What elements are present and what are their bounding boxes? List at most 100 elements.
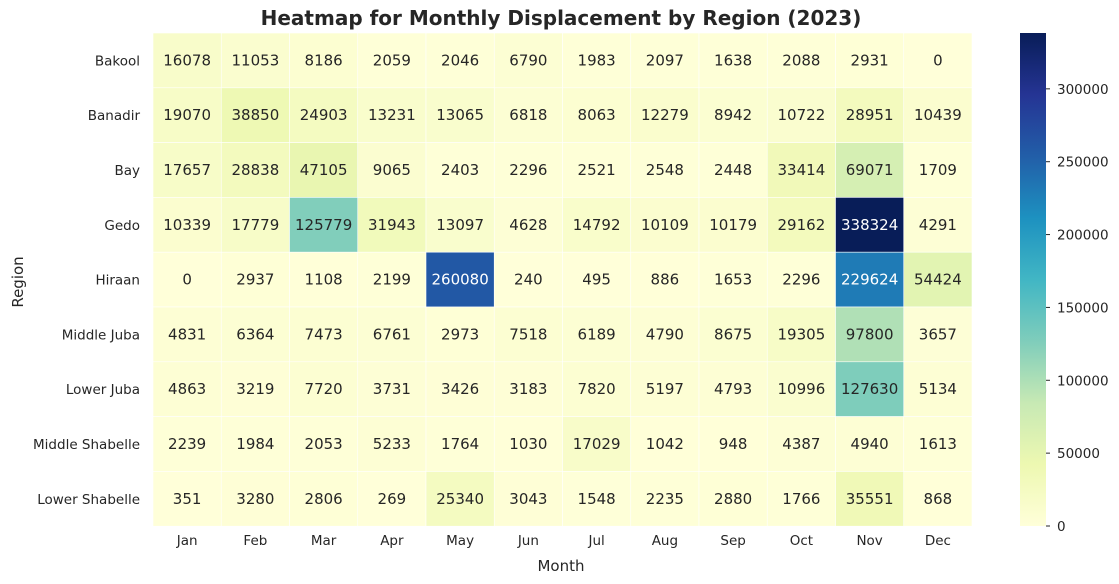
cell-value-label: 4291 [919, 216, 957, 234]
heatmap-cell [835, 87, 905, 143]
cell-value-label: 47105 [300, 161, 348, 179]
heatmap-cell-labels: 16078 11053 8186 2059 2046 6790 1983 2097 1638 20… [163, 51, 961, 507]
heatmap-cell [835, 251, 905, 308]
cell-value-label: 2521 [578, 161, 616, 179]
cell-value-label: 6364 [236, 325, 274, 343]
heatmap-cell [357, 306, 427, 363]
cell-value-label: 1030 [509, 435, 547, 453]
cell-value-label: 31943 [368, 216, 416, 234]
heatmap-cell [289, 471, 359, 527]
cell-value-label: 2931 [851, 51, 889, 69]
cell-value-label: 28951 [846, 106, 894, 124]
heatmap-cell [220, 87, 290, 143]
cell-value-label: 2059 [373, 51, 411, 69]
heatmap-cell [493, 87, 563, 143]
cell-value-label: 2296 [509, 161, 547, 179]
heatmap-cell [152, 416, 222, 472]
cell-value-label: 97800 [846, 325, 894, 343]
cell-value-label: 260080 [431, 271, 488, 289]
heatmap-cell [220, 306, 290, 363]
x-tick-label: May [446, 533, 474, 549]
cell-value-label: 1983 [578, 51, 616, 69]
cell-value-label: 0 [933, 51, 943, 69]
heatmap-cell [562, 361, 632, 417]
cell-value-label: 2053 [305, 435, 343, 453]
colorbar-tick-label: 250000 [1057, 155, 1109, 171]
y-tick-label: Bakool [95, 53, 140, 69]
heatmap-cell [903, 87, 973, 143]
heatmap-cell [835, 471, 905, 527]
cell-value-label: 8063 [578, 106, 616, 124]
heatmap-cell [630, 32, 700, 89]
cell-value-label: 9065 [373, 161, 411, 179]
heatmap-cell [698, 361, 768, 417]
cell-value-label: 8675 [714, 325, 752, 343]
heatmap-cell [835, 142, 905, 198]
heatmap-cell [289, 87, 359, 143]
heatmap-cell [562, 306, 632, 363]
cell-value-label: 29162 [778, 216, 826, 234]
heatmap-cell [152, 471, 222, 527]
y-tick-label: Middle Juba [62, 327, 140, 343]
cell-value-label: 6790 [509, 51, 547, 69]
cell-value-label: 3426 [441, 380, 479, 398]
heatmap-cell [835, 197, 905, 253]
cell-value-label: 5197 [646, 380, 684, 398]
cell-value-label: 13231 [368, 106, 416, 124]
cell-value-label: 2937 [236, 271, 274, 289]
heatmap-cell [220, 251, 290, 308]
cell-value-label: 10996 [778, 380, 826, 398]
heatmap-cell [289, 251, 359, 308]
heatmap-cells [152, 32, 973, 527]
x-tick-label: Mar [311, 533, 337, 549]
cell-value-label: 13065 [436, 106, 484, 124]
colorbar-tick-label: 200000 [1057, 228, 1109, 244]
cell-value-label: 4628 [509, 216, 547, 234]
cell-value-label: 33414 [778, 161, 826, 179]
heatmap-cell [562, 416, 632, 472]
x-axis-label: Month [537, 557, 584, 575]
cell-value-label: 240 [514, 271, 543, 289]
heatmap-cell [152, 306, 222, 363]
heatmap-cell [425, 416, 495, 472]
cell-value-label: 25340 [436, 490, 484, 508]
cell-value-label: 69071 [846, 161, 894, 179]
cell-value-label: 2239 [168, 435, 206, 453]
heatmap-cell [220, 197, 290, 253]
cell-value-label: 3219 [236, 380, 274, 398]
cell-value-label: 2199 [373, 271, 411, 289]
cell-value-label: 1548 [578, 490, 616, 508]
cell-value-label: 2880 [714, 490, 752, 508]
heatmap-cell [630, 251, 700, 308]
cell-value-label: 868 [924, 490, 953, 508]
y-tick-labels: Bakool Banadir Bay Gedo Hiraan Middle Juba Low… [33, 53, 140, 507]
heatmap-cell [493, 361, 563, 417]
heatmap-cell [425, 142, 495, 198]
x-tick-label: Oct [790, 533, 813, 549]
cell-value-label: 2973 [441, 325, 479, 343]
cell-value-label: 886 [651, 271, 680, 289]
cell-value-label: 229624 [841, 271, 898, 289]
heatmap-cell [493, 32, 563, 89]
colorbar-tick-label: 100000 [1057, 373, 1109, 389]
heatmap-cell [903, 32, 973, 89]
y-tick-label: Bay [114, 163, 140, 179]
cell-value-label: 3183 [509, 380, 547, 398]
cell-value-label: 948 [719, 435, 748, 453]
heatmap-cell [152, 197, 222, 253]
heatmap-cell [698, 197, 768, 253]
heatmap-cell [562, 197, 632, 253]
heatmap-cell [903, 142, 973, 198]
x-tick-labels: Jan Feb Mar Apr May Jun Jul Aug Sep Oct Nov Dec [176, 533, 951, 549]
heatmap-cell [562, 87, 632, 143]
heatmap-cell [903, 471, 973, 527]
cell-value-label: 7820 [578, 380, 616, 398]
heatmap-cell [766, 87, 836, 143]
heatmap-cell [152, 32, 222, 89]
cell-value-label: 11053 [232, 51, 280, 69]
y-tick-label: Lower Juba [66, 382, 140, 398]
heatmap-cell [562, 142, 632, 198]
heatmap-cell [903, 416, 973, 472]
heatmap-cell [425, 251, 495, 308]
heatmap-cell [152, 361, 222, 417]
